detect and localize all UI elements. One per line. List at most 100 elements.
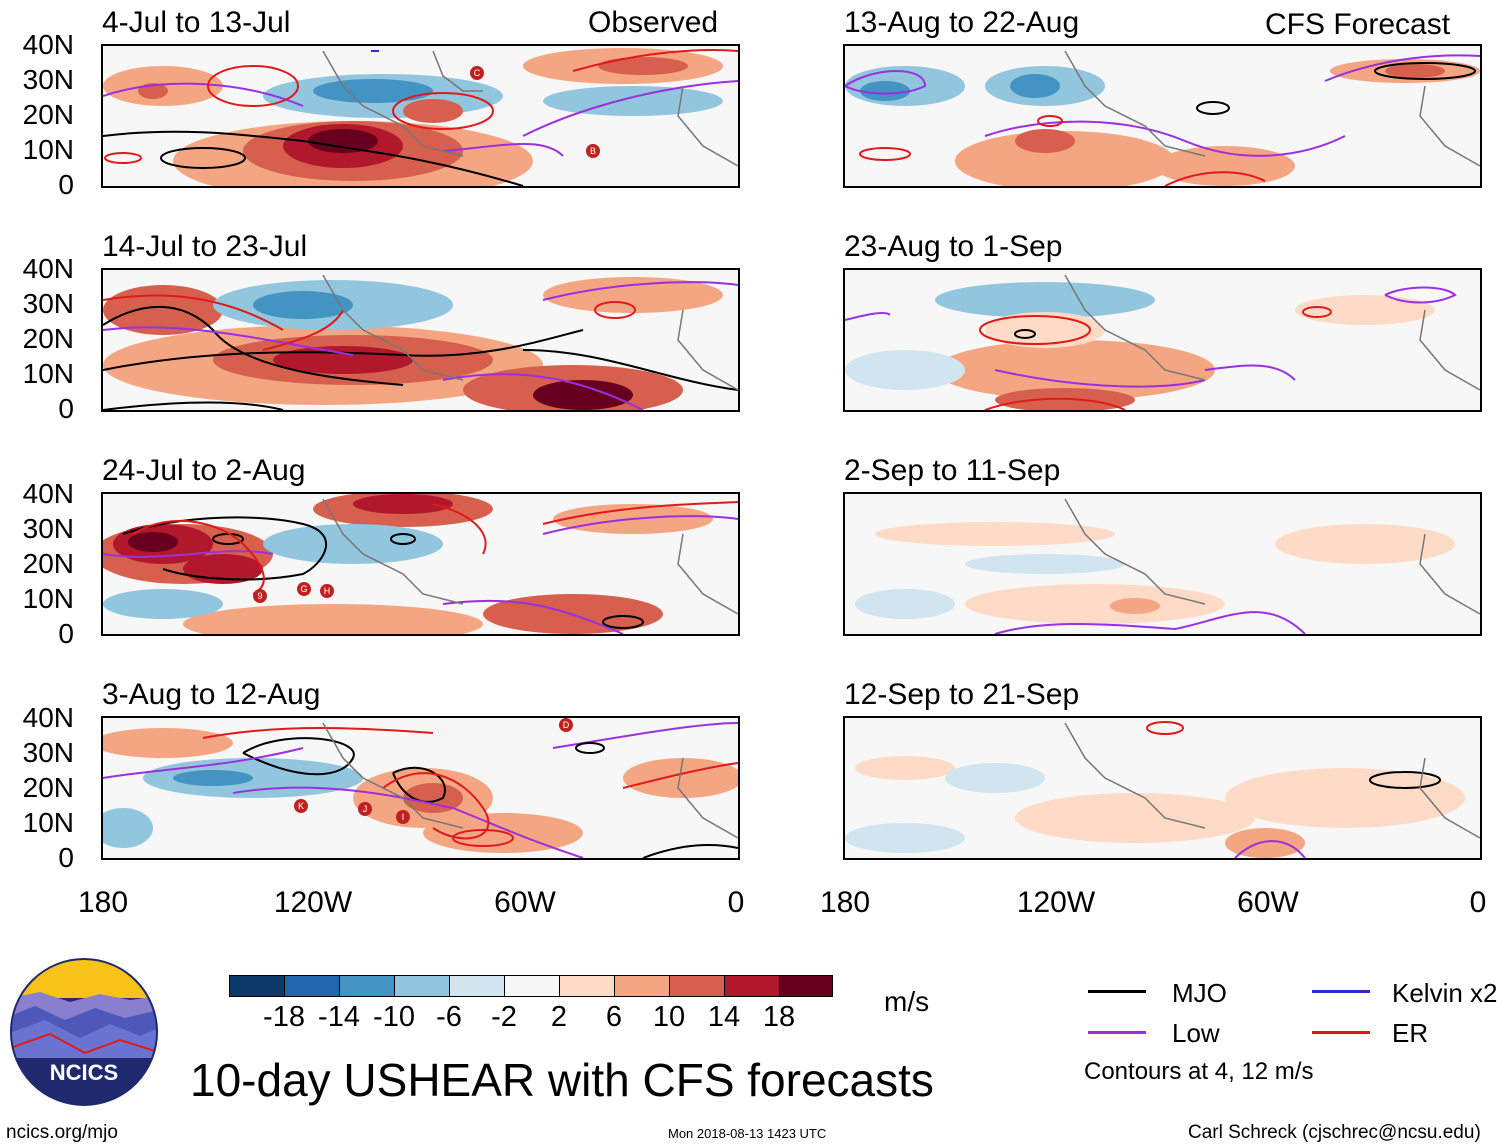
legend-line-er: [1312, 1031, 1370, 1034]
lat-tick-20n: 20N: [22, 772, 74, 803]
colorbar-swatch: [724, 975, 780, 997]
lat-tick-30n: 30N: [22, 737, 74, 768]
colorbar-units: m/s: [884, 986, 930, 1017]
colorbar-swatch: [449, 975, 505, 997]
legend-line-mjo: [1088, 990, 1146, 993]
svg-text:G: G: [300, 584, 307, 594]
map-panel-5: [843, 44, 1482, 188]
storm-marker-d: D: [559, 718, 573, 732]
panel-title-7: 2-Sep to 11-Sep: [844, 454, 1061, 487]
panel-title-2: 14-Jul to 23-Jul: [102, 230, 308, 263]
lat-tick-10n: 10N: [22, 807, 74, 838]
storm-marker-g: G: [297, 582, 311, 596]
colorbar-swatch: [339, 975, 395, 997]
lat-tick-20n: 20N: [22, 99, 74, 130]
storm-marker-b: B: [586, 144, 600, 158]
observed-label: Observed: [588, 6, 719, 39]
panel-title-6: 23-Aug to 1-Sep: [844, 230, 1063, 263]
storm-marker-k: K: [294, 799, 308, 813]
footer-url: ncics.org/mjo: [6, 1122, 118, 1143]
colorbar-swatch: [394, 975, 450, 997]
legend-label-mjo: MJO: [1172, 978, 1227, 1008]
lat-tick-40n: 40N: [22, 253, 74, 284]
panel-title-5: 13-Aug to 22-Aug: [844, 6, 1080, 39]
storm-marker-9: 9: [253, 589, 267, 603]
colorbar-swatch: [229, 975, 285, 997]
map-panel-2: [101, 268, 740, 412]
colorbar-label: -6: [436, 1001, 462, 1033]
svg-text:H: H: [324, 586, 331, 596]
storm-marker-j: J: [358, 802, 372, 816]
lat-tick-40n: 40N: [22, 29, 74, 60]
legend-line-low: [1088, 1031, 1146, 1034]
panel-title-3: 24-Jul to 2-Aug: [102, 454, 306, 487]
ncics-logo: NCICS: [10, 958, 158, 1106]
lon-tick-60w-left: 60W: [494, 886, 556, 919]
svg-text:9: 9: [257, 591, 262, 601]
legend-label-kelvin: Kelvin x2: [1392, 978, 1498, 1008]
contour-note: Contours at 4, 12 m/s: [1084, 1058, 1314, 1085]
map-panel-8: [843, 716, 1482, 860]
forecast-label: CFS Forecast: [1265, 8, 1451, 41]
panel-title-4: 3-Aug to 12-Aug: [102, 678, 321, 711]
colorbar-label: -2: [491, 1001, 517, 1033]
colorbar-swatch: [614, 975, 670, 997]
lat-tick-30n: 30N: [22, 64, 74, 95]
colorbar-label: -14: [318, 1001, 360, 1033]
colorbar-label: 10: [652, 1001, 686, 1033]
lon-tick-120w-left: 120W: [273, 886, 353, 919]
lon-tick-180-right: 180: [819, 886, 871, 919]
lat-tick-0: 0: [58, 618, 74, 649]
lat-tick-10n: 10N: [22, 358, 74, 389]
colorbar-label: 14: [707, 1001, 741, 1033]
main-title: 10-day USHEAR with CFS forecasts: [190, 1054, 934, 1106]
colorbar-label: -18: [263, 1001, 305, 1033]
lat-tick-40n: 40N: [22, 478, 74, 509]
map-panel-4: [101, 716, 740, 860]
storm-marker-i: I: [396, 810, 410, 824]
svg-text:NCICS: NCICS: [50, 1060, 118, 1085]
map-panel-6: [843, 268, 1482, 412]
storm-marker-h: H: [320, 584, 334, 598]
panel-title-8: 12-Sep to 21-Sep: [844, 678, 1080, 711]
colorbar-label: 6: [605, 1001, 623, 1033]
svg-text:K: K: [298, 801, 304, 811]
svg-text:D: D: [563, 720, 570, 730]
colorbar-label: 18: [762, 1001, 796, 1033]
colorbar-label: -10: [373, 1001, 415, 1033]
lat-tick-20n: 20N: [22, 548, 74, 579]
legend-line-kelvin: [1312, 990, 1370, 993]
map-panel-3: [101, 492, 740, 636]
footer-author: Carl Schreck (cjschrec@ncsu.edu): [1188, 1122, 1481, 1143]
lon-tick-0-left: 0: [727, 886, 745, 919]
map-panel-7: [843, 492, 1482, 636]
colorbar-swatch: [284, 975, 340, 997]
colorbar-swatch: [669, 975, 725, 997]
svg-text:J: J: [363, 804, 368, 814]
svg-text:C: C: [474, 68, 481, 78]
lon-tick-180-left: 180: [77, 886, 129, 919]
lat-tick-0: 0: [58, 169, 74, 200]
lon-tick-0-right: 0: [1469, 886, 1487, 919]
lat-tick-40n: 40N: [22, 702, 74, 733]
colorbar-swatch: [559, 975, 615, 997]
lat-tick-10n: 10N: [22, 134, 74, 165]
svg-text:I: I: [402, 812, 405, 822]
lon-tick-120w-right: 120W: [1016, 886, 1096, 919]
lat-tick-30n: 30N: [22, 288, 74, 319]
lat-tick-0: 0: [58, 393, 74, 424]
colorbar-swatch: [504, 975, 560, 997]
colorbar-swatch: [779, 975, 833, 997]
footer-timestamp: Mon 2018-08-13 1423 UTC: [668, 1126, 827, 1141]
legend-label-er: ER: [1392, 1018, 1429, 1048]
colorbar-label: 2: [550, 1001, 568, 1033]
lat-tick-0: 0: [58, 842, 74, 873]
legend-label-low: Low: [1172, 1018, 1220, 1048]
storm-marker-c: C: [470, 66, 484, 80]
lat-tick-10n: 10N: [22, 583, 74, 614]
map-panel-1: [101, 44, 740, 188]
svg-text:B: B: [590, 146, 596, 156]
panel-title-1: 4-Jul to 13-Jul: [102, 6, 291, 39]
lat-tick-20n: 20N: [22, 323, 74, 354]
lon-tick-60w-right: 60W: [1237, 886, 1299, 919]
